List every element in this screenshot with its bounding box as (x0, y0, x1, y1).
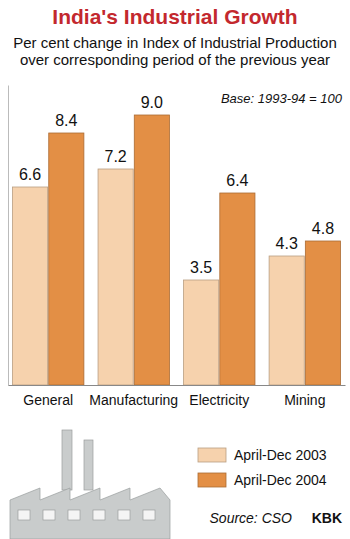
factory-window (118, 510, 130, 520)
factory-roof (10, 488, 170, 539)
bars (13, 115, 341, 385)
tick: Mining (284, 385, 325, 408)
tick-label: Manufacturing (89, 392, 178, 408)
data-label: 7.2 (104, 148, 126, 165)
factory-illustration (10, 430, 170, 539)
tick: General (23, 385, 73, 408)
bar (220, 193, 255, 385)
tick: Electricity (189, 385, 249, 408)
factory-window (93, 510, 105, 520)
tick-label: Mining (284, 392, 325, 408)
series (49, 115, 341, 385)
annotation: Base: 1993-94 = 100 (221, 91, 343, 106)
factory-window (18, 510, 30, 520)
chimney (84, 440, 93, 490)
factory-window (43, 510, 55, 520)
legend-swatch (198, 473, 226, 487)
data-label: 9.0 (141, 94, 163, 111)
x-axis: General Manufacturing Electricity Mining (9, 385, 346, 408)
data-label: 6.4 (226, 172, 248, 189)
axis-line (8, 86, 9, 386)
bar (49, 133, 84, 385)
data-labels: 6.6 7.2 3.5 4.3 8.4 9.0 6.4 4.8 (19, 94, 334, 276)
legend: April-Dec 2003 April-Dec 2004 (198, 447, 327, 488)
factory-windows (18, 510, 155, 520)
axis-line (9, 385, 346, 386)
data-label: 4.8 (312, 220, 334, 237)
y-axis (8, 86, 9, 386)
signature: KBK (312, 510, 342, 526)
tick: Manufacturing (89, 385, 178, 408)
bar (134, 115, 169, 385)
tick-label: General (23, 392, 73, 408)
legend-swatch (198, 448, 226, 462)
bar (269, 256, 304, 385)
chart: India's Industrial Growth Per cent change… (0, 0, 350, 539)
bar (98, 169, 133, 385)
chimney (62, 430, 72, 490)
data-label: 6.6 (19, 166, 41, 183)
factory-window (68, 510, 80, 520)
legend-item: April-Dec 2004 (198, 472, 327, 488)
source: Source: CSO (210, 510, 293, 526)
bar (184, 280, 219, 385)
tick-label: Electricity (189, 392, 249, 408)
bar (305, 241, 340, 385)
data-label: 4.3 (276, 235, 298, 252)
legend-label: April-Dec 2003 (234, 447, 327, 463)
legend-item: April-Dec 2003 (198, 447, 327, 463)
data-label: 8.4 (55, 112, 77, 129)
title: India's Industrial Growth (52, 5, 297, 28)
data-label: 3.5 (190, 259, 212, 276)
bar (13, 187, 48, 385)
factory-window (143, 510, 155, 520)
subtitle: Per cent change in Index of Industrial P… (13, 34, 337, 68)
legend-label: April-Dec 2004 (234, 472, 327, 488)
